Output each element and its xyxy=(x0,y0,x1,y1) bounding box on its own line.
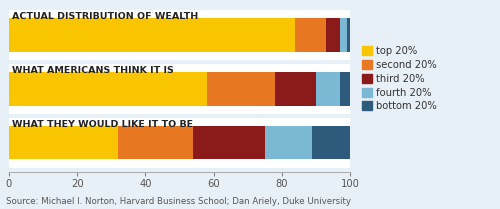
Text: ACTUAL DISTRIBUTION OF WEALTH: ACTUAL DISTRIBUTION OF WEALTH xyxy=(12,12,198,21)
Bar xyxy=(207,72,275,106)
Bar xyxy=(9,126,118,159)
Bar xyxy=(265,126,312,159)
Bar xyxy=(9,18,296,52)
Text: WHAT THEY WOULD LIKE IT TO BE: WHAT THEY WOULD LIKE IT TO BE xyxy=(12,120,193,129)
Bar xyxy=(316,72,340,106)
Text: Source: Michael I. Norton, Harvard Business School; Dan Ariely, Duke University: Source: Michael I. Norton, Harvard Busin… xyxy=(6,197,351,206)
Bar xyxy=(9,64,350,114)
Bar xyxy=(312,126,350,159)
Bar xyxy=(193,126,265,159)
Bar xyxy=(326,18,340,52)
Text: WHAT AMERICANS THINK IT IS: WHAT AMERICANS THINK IT IS xyxy=(12,66,173,75)
Bar xyxy=(346,18,350,52)
Bar xyxy=(9,118,350,168)
Bar xyxy=(296,18,326,52)
Bar xyxy=(118,126,193,159)
Bar xyxy=(275,72,316,106)
Bar xyxy=(9,10,350,60)
Legend: top 20%, second 20%, third 20%, fourth 20%, bottom 20%: top 20%, second 20%, third 20%, fourth 2… xyxy=(362,46,436,111)
Bar xyxy=(340,72,350,106)
Bar xyxy=(9,72,207,106)
Bar xyxy=(340,18,346,52)
